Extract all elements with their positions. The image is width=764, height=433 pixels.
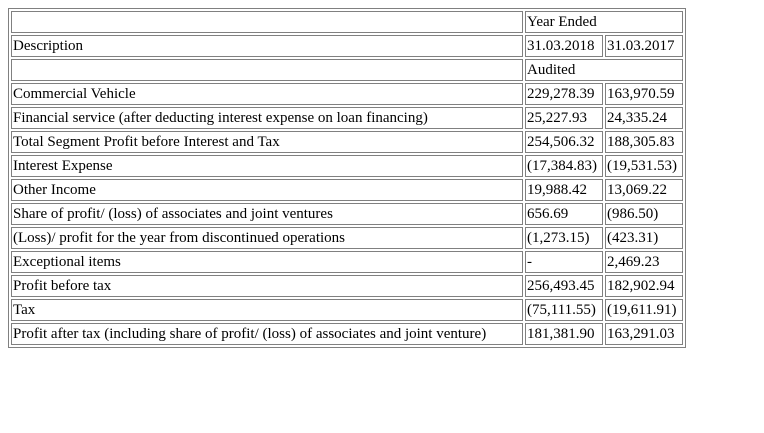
value-2017: (19,531.53) — [605, 155, 683, 177]
table-row: Tax (75,111.55) (19,611.91) — [11, 299, 683, 321]
table-body: Year Ended Description 31.03.2018 31.03.… — [11, 11, 683, 345]
value-2017: (19,611.91) — [605, 299, 683, 321]
row-description: Interest Expense — [11, 155, 523, 177]
value-2018: - — [525, 251, 603, 273]
table-row: Interest Expense (17,384.83) (19,531.53) — [11, 155, 683, 177]
date-column-2018: 31.03.2018 — [525, 35, 603, 57]
value-2017: 182,902.94 — [605, 275, 683, 297]
row-description: Total Segment Profit before Interest and… — [11, 131, 523, 153]
row-description: Exceptional items — [11, 251, 523, 273]
table-row: Other Income 19,988.42 13,069.22 — [11, 179, 683, 201]
row-description: Financial service (after deducting inter… — [11, 107, 523, 129]
header-row-period: Year Ended — [11, 11, 683, 33]
value-2018: 254,506.32 — [525, 131, 603, 153]
value-2018: 256,493.45 — [525, 275, 603, 297]
row-description: Other Income — [11, 179, 523, 201]
value-2018: (75,111.55) — [525, 299, 603, 321]
row-description: Tax — [11, 299, 523, 321]
table-row: Exceptional items - 2,469.23 — [11, 251, 683, 273]
table-row: Total Segment Profit before Interest and… — [11, 131, 683, 153]
row-description: Share of profit/ (loss) of associates an… — [11, 203, 523, 225]
table-row: Commercial Vehicle 229,278.39 163,970.59 — [11, 83, 683, 105]
value-2018: 229,278.39 — [525, 83, 603, 105]
value-2018: 181,381.90 — [525, 323, 603, 345]
period-label: Year Ended — [525, 11, 683, 33]
value-2017: 163,970.59 — [605, 83, 683, 105]
header-blank-cell — [11, 11, 523, 33]
segment-profit-table: Year Ended Description 31.03.2018 31.03.… — [8, 8, 686, 348]
value-2017: 2,469.23 — [605, 251, 683, 273]
value-2018: (17,384.83) — [525, 155, 603, 177]
row-description: Profit after tax (including share of pro… — [11, 323, 523, 345]
row-description: Commercial Vehicle — [11, 83, 523, 105]
audited-label: Audited — [525, 59, 683, 81]
value-2017: 24,335.24 — [605, 107, 683, 129]
value-2017: (423.31) — [605, 227, 683, 249]
row-description: Profit before tax — [11, 275, 523, 297]
value-2017: 163,291.03 — [605, 323, 683, 345]
table-row: Profit before tax 256,493.45 182,902.94 — [11, 275, 683, 297]
value-2017: 188,305.83 — [605, 131, 683, 153]
table-row: Financial service (after deducting inter… — [11, 107, 683, 129]
row-description: (Loss)/ profit for the year from discont… — [11, 227, 523, 249]
table-row: (Loss)/ profit for the year from discont… — [11, 227, 683, 249]
value-2017: (986.50) — [605, 203, 683, 225]
value-2018: 656.69 — [525, 203, 603, 225]
table-row: Profit after tax (including share of pro… — [11, 323, 683, 345]
value-2018: 19,988.42 — [525, 179, 603, 201]
value-2017: 13,069.22 — [605, 179, 683, 201]
header-row-dates: Description 31.03.2018 31.03.2017 — [11, 35, 683, 57]
header-row-status: Audited — [11, 59, 683, 81]
date-column-2017: 31.03.2017 — [605, 35, 683, 57]
value-2018: 25,227.93 — [525, 107, 603, 129]
value-2018: (1,273.15) — [525, 227, 603, 249]
header-blank-cell — [11, 59, 523, 81]
table-row: Share of profit/ (loss) of associates an… — [11, 203, 683, 225]
description-column-header: Description — [11, 35, 523, 57]
